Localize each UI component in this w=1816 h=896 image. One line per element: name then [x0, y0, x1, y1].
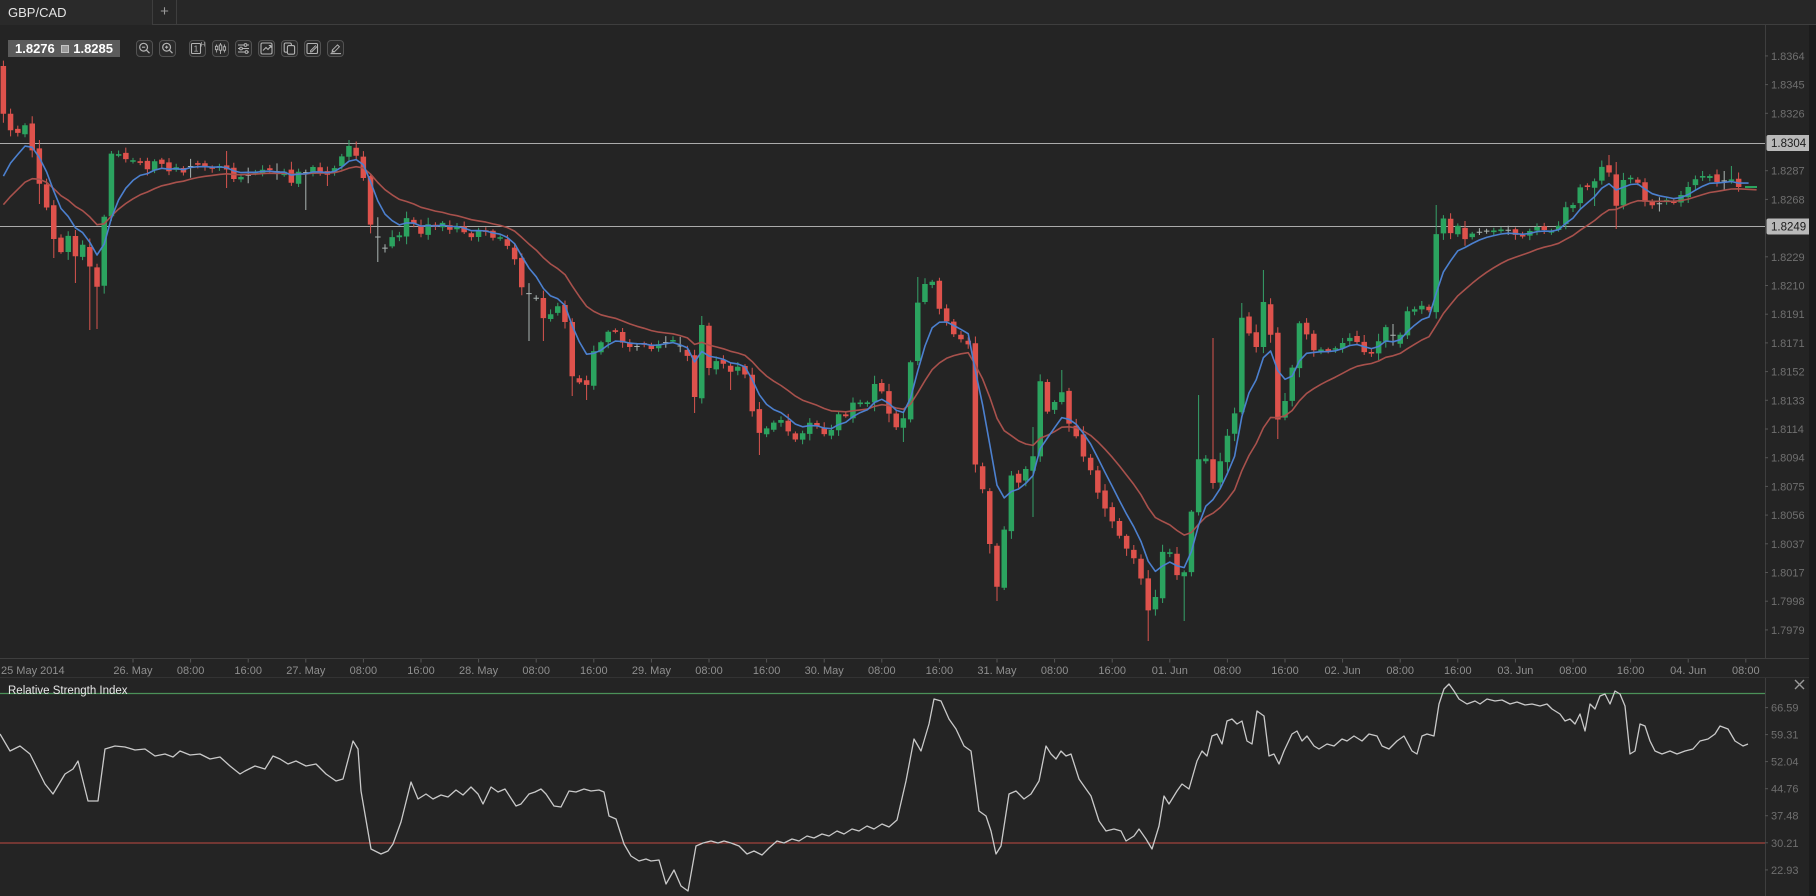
svg-text:1: 1 [194, 44, 199, 54]
svg-text:08:00: 08:00 [1041, 665, 1069, 677]
svg-text:59.31: 59.31 [1771, 730, 1799, 742]
svg-text:1.8345: 1.8345 [1771, 80, 1805, 92]
svg-text:08:00: 08:00 [1386, 665, 1414, 677]
svg-text:1.8017: 1.8017 [1771, 568, 1805, 580]
svg-text:1.8249: 1.8249 [1771, 222, 1806, 234]
svg-text:29. May: 29. May [632, 665, 672, 677]
svg-text:16:00: 16:00 [753, 665, 781, 677]
svg-text:1.8133: 1.8133 [1771, 395, 1805, 407]
svg-text:1.8268: 1.8268 [1771, 194, 1805, 206]
svg-text:1.8094: 1.8094 [1771, 453, 1805, 465]
svg-text:1.8056: 1.8056 [1771, 510, 1805, 522]
svg-text:16:00: 16:00 [1444, 665, 1472, 677]
svg-text:1.8210: 1.8210 [1771, 281, 1805, 293]
svg-text:16:00: 16:00 [926, 665, 954, 677]
svg-text:37.48: 37.48 [1771, 811, 1799, 823]
svg-text:25 May 2014: 25 May 2014 [1, 665, 65, 677]
svg-text:16:00: 16:00 [407, 665, 435, 677]
svg-text:1.8152: 1.8152 [1771, 367, 1805, 379]
svg-text:26. May: 26. May [113, 665, 153, 677]
svg-text:08:00: 08:00 [177, 665, 205, 677]
svg-text:1.8287: 1.8287 [1771, 166, 1805, 178]
svg-text:16:00: 16:00 [1617, 665, 1645, 677]
svg-text:30.21: 30.21 [1771, 838, 1799, 850]
svg-text:31. May: 31. May [977, 665, 1017, 677]
svg-text:1.8037: 1.8037 [1771, 539, 1805, 551]
svg-text:08:00: 08:00 [522, 665, 550, 677]
svg-text:08:00: 08:00 [868, 665, 896, 677]
svg-text:16:00: 16:00 [1098, 665, 1126, 677]
svg-text:1.8229: 1.8229 [1771, 252, 1805, 264]
svg-text:16:00: 16:00 [1271, 665, 1299, 677]
svg-text:52.04: 52.04 [1771, 757, 1799, 769]
svg-text:1.8171: 1.8171 [1771, 338, 1805, 350]
svg-text:28. May: 28. May [459, 665, 499, 677]
svg-text:16:00: 16:00 [234, 665, 262, 677]
svg-text:66.59: 66.59 [1771, 703, 1799, 715]
svg-text:1.8191: 1.8191 [1771, 309, 1805, 321]
svg-text:08:00: 08:00 [1214, 665, 1242, 677]
svg-text:H: H [201, 42, 206, 49]
svg-text:16:00: 16:00 [580, 665, 608, 677]
svg-text:1.7998: 1.7998 [1771, 596, 1805, 608]
svg-text:44.76: 44.76 [1771, 784, 1799, 796]
svg-text:04. Jun: 04. Jun [1670, 665, 1706, 677]
svg-text:1.7979: 1.7979 [1771, 625, 1805, 637]
svg-text:08:00: 08:00 [695, 665, 723, 677]
svg-text:1.8326: 1.8326 [1771, 108, 1805, 120]
svg-text:01. Jun: 01. Jun [1152, 665, 1188, 677]
svg-text:1.8075: 1.8075 [1771, 481, 1805, 493]
svg-text:1.8364: 1.8364 [1771, 51, 1805, 63]
svg-text:02. Jun: 02. Jun [1325, 665, 1361, 677]
svg-text:08:00: 08:00 [1732, 665, 1760, 677]
svg-text:Relative Strength Index: Relative Strength Index [8, 685, 128, 697]
svg-text:1.8304: 1.8304 [1771, 138, 1807, 150]
svg-text:1.8114: 1.8114 [1771, 424, 1804, 436]
svg-text:27. May: 27. May [286, 665, 326, 677]
svg-text:22.93: 22.93 [1771, 865, 1799, 877]
svg-text:08:00: 08:00 [350, 665, 378, 677]
svg-text:30. May: 30. May [805, 665, 845, 677]
svg-text:03. Jun: 03. Jun [1497, 665, 1533, 677]
svg-text:08:00: 08:00 [1559, 665, 1587, 677]
